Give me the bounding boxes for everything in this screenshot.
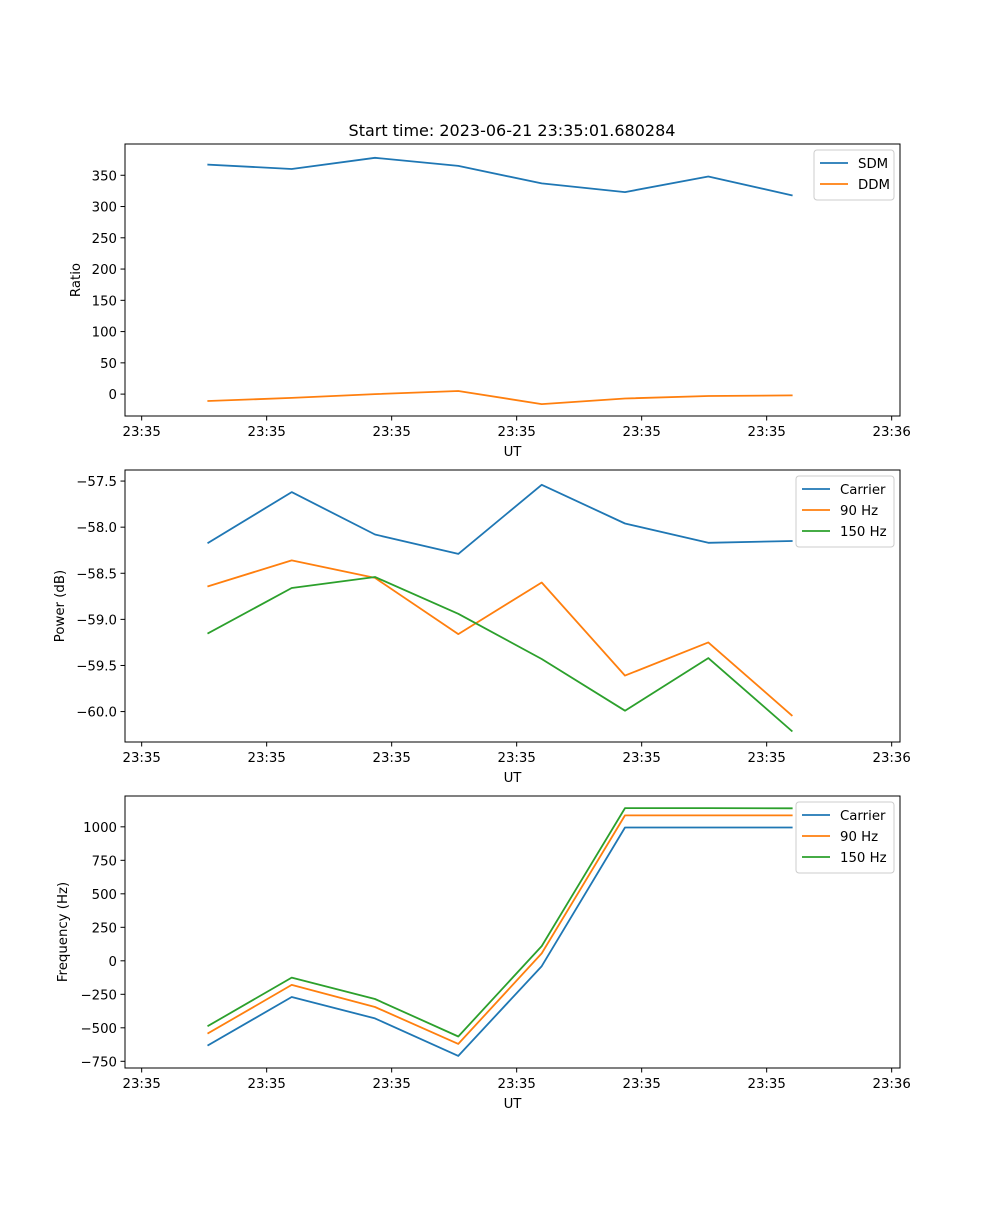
y-tick-label: 50 <box>100 357 117 372</box>
series-line-90-hz <box>207 559 793 717</box>
x-tick-label: 23:35 <box>373 425 411 440</box>
x-tick-label: 23:35 <box>498 425 536 440</box>
x-tick-label: 23:35 <box>123 751 161 766</box>
chart-panel-2: 23:35 23:35 23:35 23:35 23:35 23:35 23:36 −60.0… <box>53 469 911 786</box>
series-line-carrier <box>207 826 793 1057</box>
legend-label: Carrier <box>840 809 886 824</box>
x-tick-label: 23:36 <box>873 1077 911 1092</box>
x-tick-label: 23:35 <box>248 751 286 766</box>
legend-label: 150 Hz <box>840 525 887 540</box>
legend-label: 90 Hz <box>840 504 878 519</box>
x-tick-label: 23:35 <box>123 425 161 440</box>
chart-panel-1: 23:35 23:35 23:35 23:35 23:35 23:35 23:36 0 50 10… <box>69 143 911 460</box>
x-tick-label: 23:35 <box>623 751 661 766</box>
x-tick-label: 23:35 <box>373 1077 411 1092</box>
x-axis-label: UT <box>504 445 523 460</box>
x-tick-label: 23:35 <box>498 751 536 766</box>
x-axis-label: UT <box>504 771 523 786</box>
plot-frame <box>124 469 901 743</box>
chart-panel-3: 23:35 23:35 23:35 23:35 23:35 23:35 23:36 −750 −… <box>56 795 911 1112</box>
y-tick-label: 0 <box>109 388 117 403</box>
series-line-sdm <box>207 156 793 197</box>
y-tick-label: −58.0 <box>76 521 117 536</box>
y-tick-label: 750 <box>92 854 117 869</box>
y-tick-label: −750 <box>80 1055 117 1070</box>
y-tick-label: −59.0 <box>76 613 117 628</box>
x-tick-label: 23:36 <box>873 751 911 766</box>
series-line-150-hz <box>207 576 793 733</box>
legend: SDM DDM <box>813 149 895 201</box>
y-tick-label: −57.5 <box>76 475 117 490</box>
legend-label: 90 Hz <box>840 830 878 845</box>
x-tick-label: 23:35 <box>623 425 661 440</box>
x-tick-label: 23:35 <box>123 1077 161 1092</box>
legend: Carrier 90 Hz 150 Hz <box>795 475 895 548</box>
y-tick-label: 200 <box>92 263 117 278</box>
legend-label: SDM <box>858 157 888 172</box>
y-tick-label: −500 <box>80 1022 117 1037</box>
legend-label: DDM <box>858 178 890 193</box>
series-line-carrier <box>207 483 793 555</box>
x-tick-label: 23:35 <box>248 1077 286 1092</box>
y-tick-label: 250 <box>92 232 117 247</box>
series-line-ddm <box>207 390 793 406</box>
series-line-150-hz <box>207 807 793 1038</box>
x-tick-label: 23:35 <box>623 1077 661 1092</box>
x-tick-label: 23:35 <box>748 1077 786 1092</box>
legend-label: 150 Hz <box>840 851 887 866</box>
plot-frame <box>124 795 901 1069</box>
legend-box <box>795 475 895 548</box>
y-tick-label: 1000 <box>83 821 117 836</box>
plot-frame <box>124 143 901 417</box>
y-tick-label: 100 <box>92 326 117 341</box>
y-tick-label: 0 <box>109 955 117 970</box>
y-axis-label: Power (dB) <box>53 570 68 642</box>
y-tick-label: −60.0 <box>76 706 117 721</box>
y-tick-label: −59.5 <box>76 659 117 674</box>
x-axis-label: UT <box>504 1097 523 1112</box>
y-axis-label: Frequency (Hz) <box>56 882 71 982</box>
y-tick-label: −250 <box>80 988 117 1003</box>
y-tick-label: 300 <box>92 201 117 216</box>
x-tick-label: 23:36 <box>873 425 911 440</box>
legend: Carrier 90 Hz 150 Hz <box>795 801 895 874</box>
x-tick-label: 23:35 <box>248 425 286 440</box>
series-line-90-hz <box>207 814 793 1045</box>
x-tick-label: 23:35 <box>748 751 786 766</box>
x-tick-label: 23:35 <box>498 1077 536 1092</box>
y-tick-label: 250 <box>92 921 117 936</box>
y-tick-label: 350 <box>92 169 117 184</box>
legend-label: Carrier <box>840 483 886 498</box>
y-tick-label: 500 <box>92 888 117 903</box>
y-tick-label: −58.5 <box>76 567 117 582</box>
y-tick-label: 150 <box>92 294 117 309</box>
x-tick-label: 23:35 <box>373 751 411 766</box>
y-axis-label: Ratio <box>69 263 84 297</box>
figure-title: Start time: 2023-06-21 23:35:01.680284 <box>349 121 676 140</box>
legend-box <box>795 801 895 874</box>
x-tick-label: 23:35 <box>748 425 786 440</box>
